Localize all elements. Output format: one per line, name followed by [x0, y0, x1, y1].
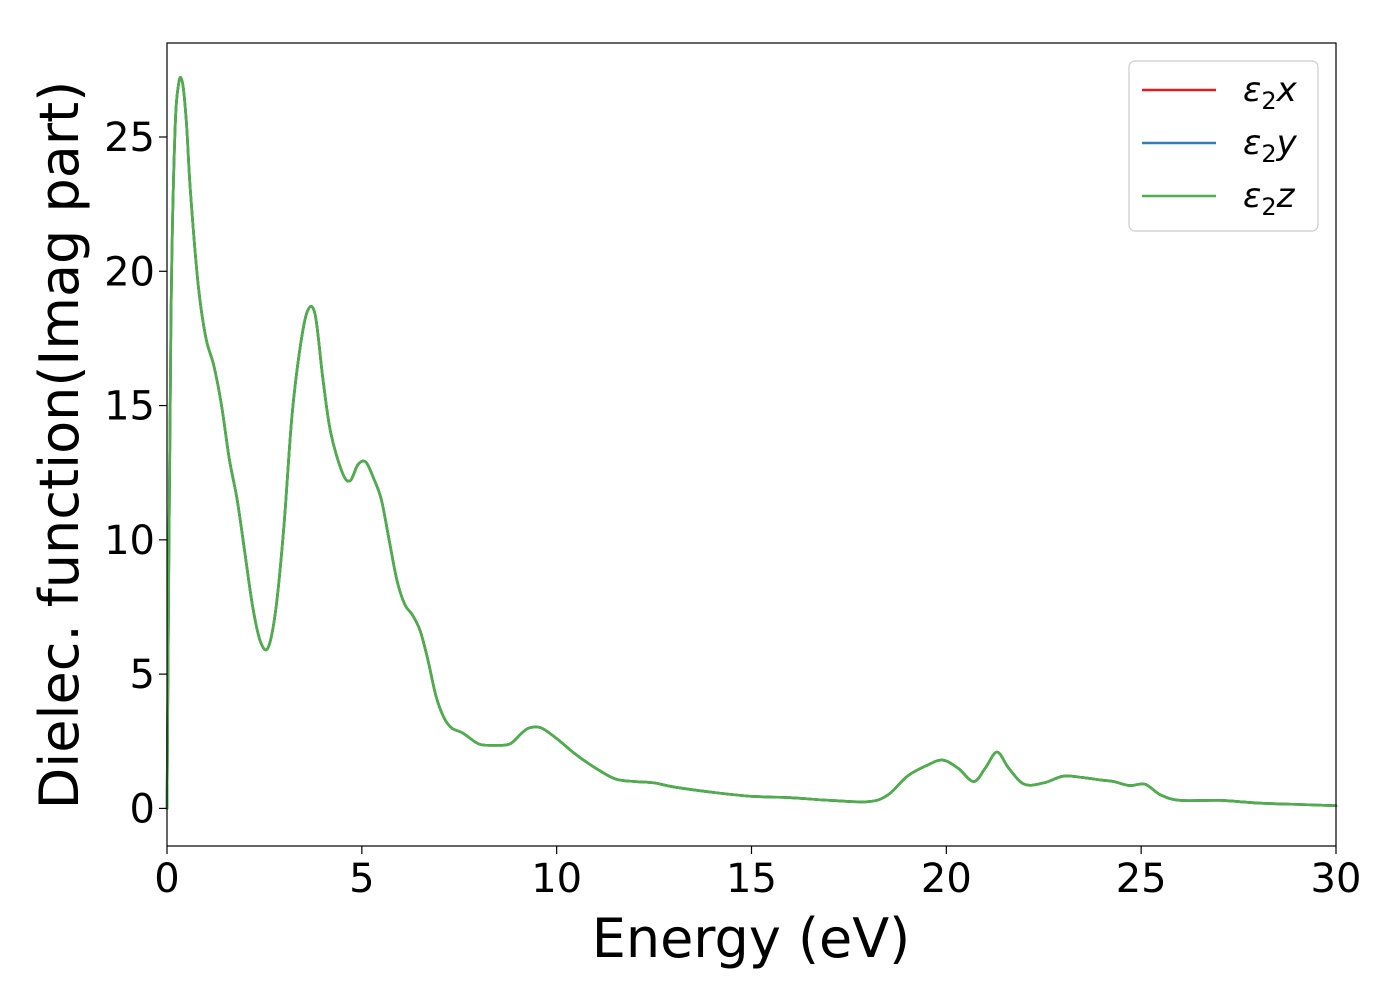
x-tick-label: 5: [349, 856, 374, 902]
series-layer: [165, 76, 1338, 810]
y-tick-label: 10: [104, 518, 155, 564]
y-tick-label: 15: [104, 384, 155, 430]
x-axis-title: Energy (eV): [592, 907, 911, 970]
y-tick-label: 25: [104, 115, 155, 161]
legend-label-suffix: y: [1276, 123, 1298, 163]
y-tick-label: 5: [130, 652, 155, 698]
legend-label-base: ε: [1243, 123, 1261, 163]
legend-label-subscript: 2: [1261, 193, 1276, 221]
legend-label-0: ε2x: [1243, 70, 1298, 115]
x-tick-label: 0: [154, 856, 179, 902]
legend-label-subscript: 2: [1261, 87, 1276, 115]
x-tick-label: 30: [1311, 856, 1362, 902]
x-tick-label: 25: [1116, 856, 1167, 902]
legend-label-subscript: 2: [1261, 140, 1276, 168]
legend-label-base: ε: [1243, 70, 1261, 110]
y-axis: 0 5 10 15 20 25: [104, 115, 167, 832]
legend-label-base: ε: [1243, 176, 1261, 216]
y-axis-title: Dielec. function(Imag part): [28, 81, 91, 810]
x-tick-label: 10: [531, 856, 582, 902]
y-tick-label: 20: [104, 249, 155, 295]
legend-label-2: ε2z: [1243, 176, 1296, 221]
legend-label-1: ε2y: [1243, 123, 1298, 168]
x-axis: 0 5 10 15 20 25 30: [154, 846, 1361, 902]
x-tick-label: 15: [726, 856, 777, 902]
legend-label-suffix: z: [1276, 176, 1296, 216]
legend-label-suffix: x: [1276, 70, 1298, 110]
legend-box: [1128, 60, 1319, 232]
y-tick-label: 0: [130, 786, 155, 832]
series-line-2: [165, 76, 1338, 810]
x-tick-label: 20: [921, 856, 972, 902]
